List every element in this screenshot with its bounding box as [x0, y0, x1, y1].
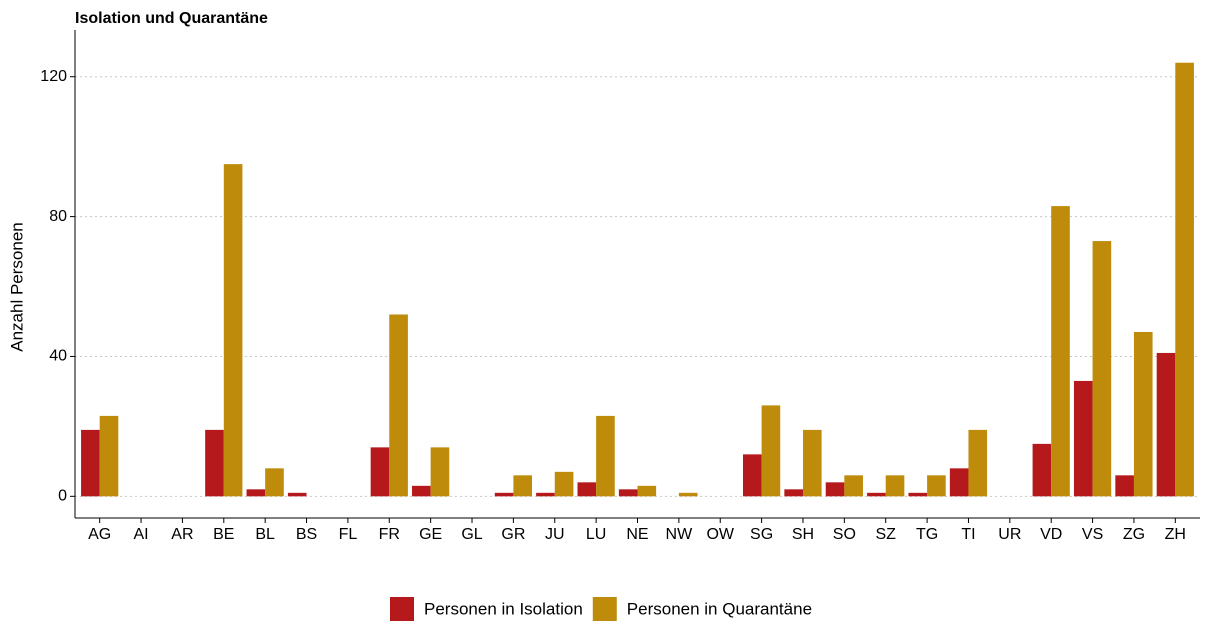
x-tick-label: GL: [461, 526, 482, 543]
x-tick-label: SO: [833, 526, 856, 543]
x-tick-label: NW: [666, 526, 694, 543]
x-tick-label: AI: [133, 526, 148, 543]
x-tick-label: ZG: [1123, 526, 1145, 543]
bar: [742, 454, 762, 497]
bar: [949, 468, 969, 497]
bar: [784, 489, 803, 497]
bar: [618, 489, 638, 497]
x-tick-label: UR: [998, 526, 1021, 543]
legend-label: Personen in Quarantäne: [627, 599, 812, 618]
legend-swatch: [592, 597, 617, 621]
x-tick-label: TG: [916, 526, 938, 543]
bar: [825, 482, 845, 497]
x-tick-label: SZ: [875, 526, 896, 543]
bar: [844, 475, 863, 497]
bar: [761, 405, 781, 497]
x-tick-label: GR: [501, 526, 525, 543]
x-tick-label: SH: [792, 526, 814, 543]
bar: [1051, 206, 1070, 497]
bar: [577, 482, 597, 497]
bar: [265, 468, 284, 497]
bar: [1092, 241, 1112, 497]
bar: [1175, 62, 1194, 497]
bar: [1133, 331, 1153, 497]
bar: [430, 447, 450, 497]
bar: [205, 429, 224, 497]
x-tick-label: LU: [586, 526, 606, 543]
bar: [246, 489, 266, 497]
x-tick-label: BL: [255, 526, 275, 543]
bar: [513, 475, 533, 497]
y-tick-label: 40: [49, 348, 67, 365]
x-tick-label: TI: [961, 526, 975, 543]
y-axis-label: Anzahl Personen: [7, 222, 26, 351]
x-tick-label: FL: [339, 526, 358, 543]
bar: [1073, 380, 1093, 497]
bar: [885, 475, 905, 497]
x-tick-label: BS: [296, 526, 317, 543]
x-tick-label: SG: [750, 526, 773, 543]
x-tick-label: VD: [1040, 526, 1062, 543]
bar: [412, 485, 431, 497]
x-tick-label: OW: [706, 526, 734, 543]
bar: [99, 415, 119, 497]
y-tick-label: 120: [40, 68, 67, 85]
x-tick-label: ZH: [1165, 526, 1186, 543]
x-tick-label: JU: [545, 526, 565, 543]
bar: [927, 475, 946, 497]
bar: [637, 485, 657, 497]
legend-label: Personen in Isolation: [424, 599, 583, 618]
bar: [536, 492, 555, 497]
bar: [554, 471, 574, 497]
y-tick-label: 0: [58, 488, 67, 505]
bar: [1032, 443, 1052, 497]
x-tick-label: AG: [88, 526, 111, 543]
chart-title: Isolation und Quarantäne: [75, 10, 268, 27]
x-tick-label: AR: [171, 526, 193, 543]
bar: [802, 429, 822, 497]
x-tick-label: BE: [213, 526, 234, 543]
bar: [596, 415, 615, 497]
bar: [494, 492, 514, 497]
bar: [81, 429, 100, 497]
x-tick-label: GE: [419, 526, 442, 543]
bar: [908, 492, 928, 497]
bar: [678, 492, 698, 497]
bar: [389, 314, 408, 497]
legend-swatch: [390, 597, 414, 621]
x-tick-label: FR: [379, 526, 400, 543]
bar: [370, 447, 390, 497]
bar: [287, 492, 307, 497]
bar: [968, 429, 988, 497]
bar: [867, 492, 886, 497]
bar: [223, 164, 243, 497]
x-tick-label: NE: [626, 526, 648, 543]
y-tick-label: 80: [49, 208, 67, 225]
bar: [1115, 475, 1134, 497]
x-tick-label: VS: [1082, 526, 1103, 543]
bar: [1156, 352, 1176, 497]
